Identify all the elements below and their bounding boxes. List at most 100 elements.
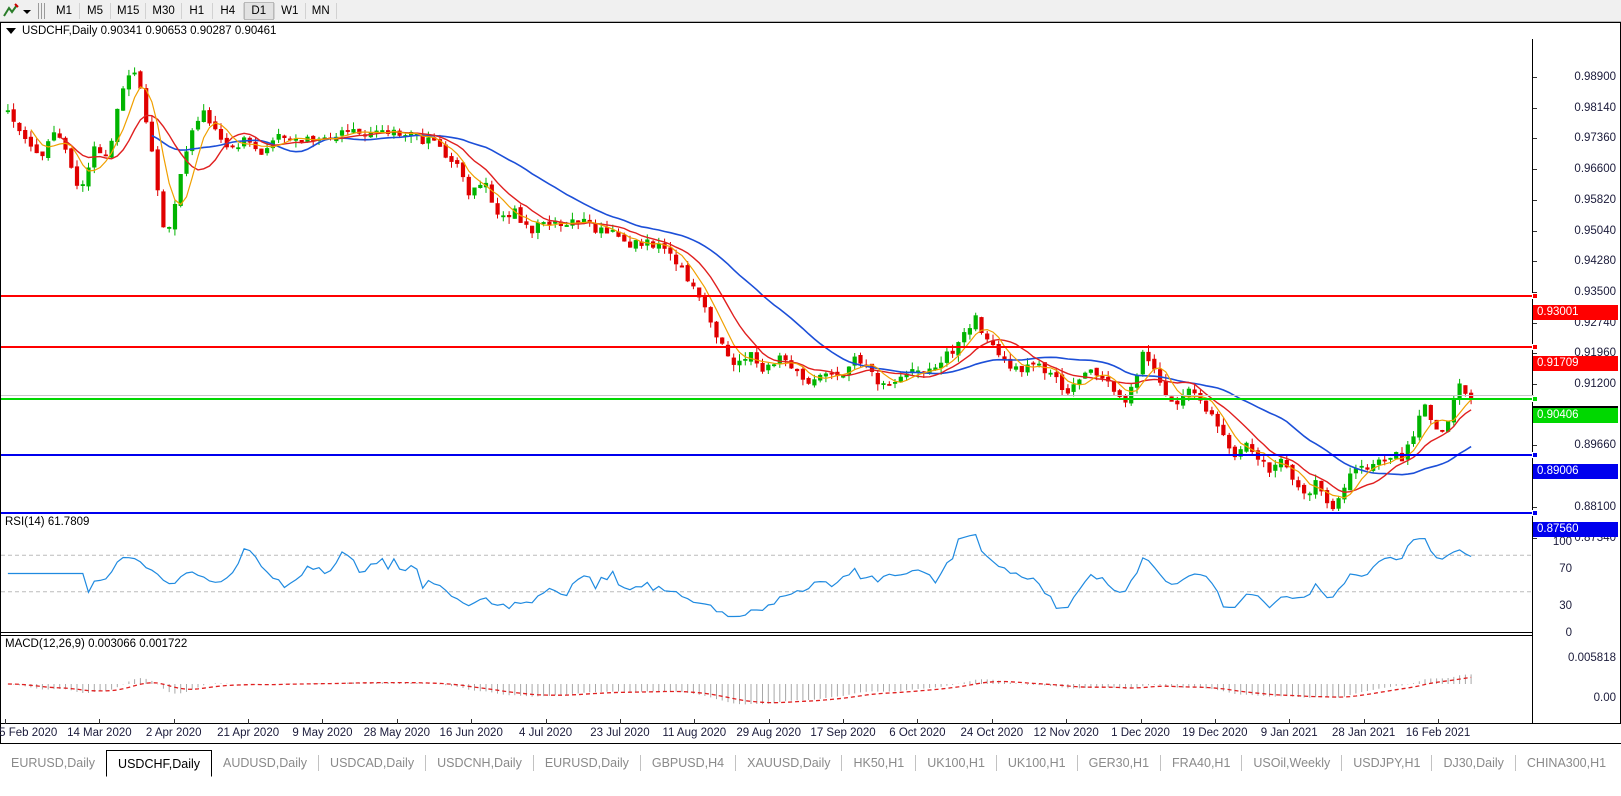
date-tick-label: 11 Aug 2020	[662, 727, 727, 739]
chart-tab-eurusd-daily[interactable]: EURUSD,Daily	[11, 756, 96, 770]
toolbar-separator	[180, 2, 182, 19]
price-tick-mark	[1533, 138, 1537, 140]
tab-separator	[532, 755, 534, 771]
tab-separator	[1431, 755, 1433, 771]
chart-tab-uk100-h1[interactable]: UK100,H1	[1007, 756, 1066, 770]
rsi-tick-label: 0	[1565, 627, 1572, 639]
chart-tab-fra40-h1[interactable]: FRA40,H1	[1172, 756, 1231, 770]
tab-separator	[639, 755, 641, 771]
chart-tab-usoil-weekly[interactable]: USOil,Weekly	[1253, 756, 1331, 770]
gray-reference-line	[1, 395, 1534, 397]
horizontal-price-line[interactable]	[1, 344, 1538, 351]
line-anchor-handle[interactable]	[1532, 396, 1538, 403]
date-tick-label: 24 Oct 2020	[960, 727, 1024, 739]
price-tick-mark	[1533, 291, 1537, 293]
date-tick-mark	[991, 719, 993, 724]
timeframe-m5[interactable]: M5	[87, 4, 103, 17]
price-tick-label: 0.87340	[1574, 531, 1616, 544]
date-tick-label: 21 Apr 2020	[217, 727, 280, 739]
timeframe-h1[interactable]: H1	[189, 4, 205, 17]
tab-separator	[995, 755, 997, 771]
timeframe-mn[interactable]: MN	[311, 4, 330, 17]
price-axis[interactable]: 0.98900 0.98140 0.97360 0.96600 0.95820 0.950…	[1532, 39, 1620, 756]
chart-tab-xauusd-daily[interactable]: XAUUSD,Daily	[747, 756, 831, 770]
toolbar-separator	[242, 2, 244, 19]
price-tick-mark	[1533, 322, 1537, 324]
timeframe-m15[interactable]: M15	[117, 4, 140, 17]
chart-tab-usdcad-daily[interactable]: USDCAD,Daily	[330, 756, 415, 770]
price-tick-label: 0.95040	[1574, 224, 1616, 237]
price-tick-mark	[1533, 107, 1537, 109]
rsi-pane[interactable]: RSI(14) 61.7809	[1, 513, 1534, 633]
chart-tab-china300-h1[interactable]: CHINA300,H1	[1526, 756, 1607, 770]
chart-tab-usdcnh-daily[interactable]: USDCNH,Daily	[437, 756, 522, 770]
rsi-tick-label: 30	[1559, 599, 1572, 612]
tab-separator	[318, 755, 320, 771]
price-tick-label: 0.95820	[1574, 193, 1616, 206]
chart-tab-usdchf-daily[interactable]: USDCHF,Daily	[106, 750, 212, 777]
date-tick-label: 17 Sep 2020	[810, 727, 876, 739]
date-axis[interactable]: 25 Feb 2020 14 Mar 2020 2 Apr 2020 21 Apr 2…	[0, 719, 1621, 743]
date-tick-label: 23 Jul 2020	[590, 727, 650, 739]
date-tick-mark	[99, 719, 101, 724]
price-level-badge[interactable]: 0.87560	[1533, 521, 1618, 537]
chart-tab-ger30-h1[interactable]: GER30,H1	[1088, 756, 1150, 770]
toolbar-grip[interactable]	[38, 2, 45, 19]
plot-area[interactable]: RSI(14) 61.7809 MACD(12,26,9) 0.003066 0…	[1, 39, 1538, 743]
price-pane[interactable]	[1, 39, 1538, 516]
macd-pane[interactable]: MACD(12,26,9) 0.003066 0.001722	[1, 635, 1532, 741]
chart-tab-uk100-h1[interactable]: UK100,H1	[927, 756, 985, 770]
timeframe-m1[interactable]: M1	[56, 4, 72, 17]
price-level-badge[interactable]: 0.90406	[1533, 408, 1618, 424]
chart-tab-eurusd-daily[interactable]: EURUSD,Daily	[544, 756, 629, 770]
horizontal-price-line[interactable]	[1, 452, 1538, 459]
rsi-label: RSI(14) 61.7809	[5, 516, 93, 528]
timeframe-m30[interactable]: M30	[152, 4, 175, 17]
toolbar-separator	[79, 2, 80, 19]
date-tick-label: 29 Aug 2020	[736, 727, 801, 739]
rsi-tick-label: 100	[1552, 536, 1572, 548]
horizontal-price-line[interactable]	[1, 509, 1538, 516]
chart-tab-audusd-daily[interactable]: AUDUSD,Daily	[223, 756, 308, 770]
timeframe-h4[interactable]: H4	[220, 4, 236, 17]
chart-tab-gbpusd-h4[interactable]: GBPUSD,H4	[651, 756, 725, 770]
chart-tools-icon[interactable]	[2, 2, 20, 20]
price-tick-label: 0.98140	[1574, 101, 1616, 114]
date-tick-mark	[917, 719, 919, 724]
date-tick-mark	[1438, 719, 1439, 724]
candlestick-svg	[5, 67, 1474, 511]
date-tick-mark	[5, 719, 6, 724]
chevron-down-icon[interactable]	[20, 2, 32, 20]
price-level-badge[interactable]: 0.93001	[1533, 304, 1618, 320]
toolbar-separator	[211, 2, 213, 19]
horizontal-price-line[interactable]	[1, 396, 1538, 403]
chart-tab-usdjpy-h1[interactable]: USDJPY,H1	[1353, 756, 1421, 770]
date-tick-mark	[694, 719, 696, 724]
line-anchor-handle[interactable]	[1532, 344, 1538, 351]
collapse-caret-icon[interactable]	[6, 28, 16, 34]
horizontal-price-line[interactable]	[1, 292, 1538, 299]
tab-separator	[1241, 755, 1243, 771]
chart-header-text: USDCHF,Daily 0.90341 0.90653 0.90287 0.9…	[22, 25, 277, 37]
line-anchor-handle[interactable]	[1532, 452, 1538, 459]
toolbar-separator	[335, 2, 337, 19]
chart-tab-dj30-daily[interactable]: DJ30,Daily	[1443, 756, 1504, 770]
tab-separator	[735, 755, 737, 771]
date-tick-label: 9 May 2020	[292, 727, 353, 739]
price-level-badge[interactable]: 0.91709	[1533, 356, 1618, 372]
timeframe-w1[interactable]: W1	[281, 4, 299, 17]
price-tick-label: 0.89660	[1574, 439, 1616, 452]
rsi-svg	[1, 533, 1534, 618]
chart-tab-hk50-h1[interactable]: HK50,H1	[853, 756, 905, 770]
tab-separator	[1514, 755, 1516, 771]
tab-separator	[425, 755, 427, 771]
line-anchor-handle[interactable]	[1532, 509, 1538, 516]
date-tick-mark	[768, 719, 770, 724]
chart-tabs: EURUSD,Daily USDCHF,Daily AUDUSD,Daily USDC…	[0, 750, 1617, 777]
line-anchor-handle[interactable]	[1532, 292, 1538, 299]
timeframe-d1[interactable]: D1	[243, 1, 274, 20]
date-tick-label: 12 Nov 2020	[1033, 727, 1099, 739]
price-level-badge[interactable]: 0.89006	[1533, 464, 1618, 480]
price-tick-label: 0.97360	[1574, 132, 1616, 145]
chart-tabs-bar: EURUSD,Daily USDCHF,Daily AUDUSD,Daily USDC…	[0, 744, 1621, 796]
